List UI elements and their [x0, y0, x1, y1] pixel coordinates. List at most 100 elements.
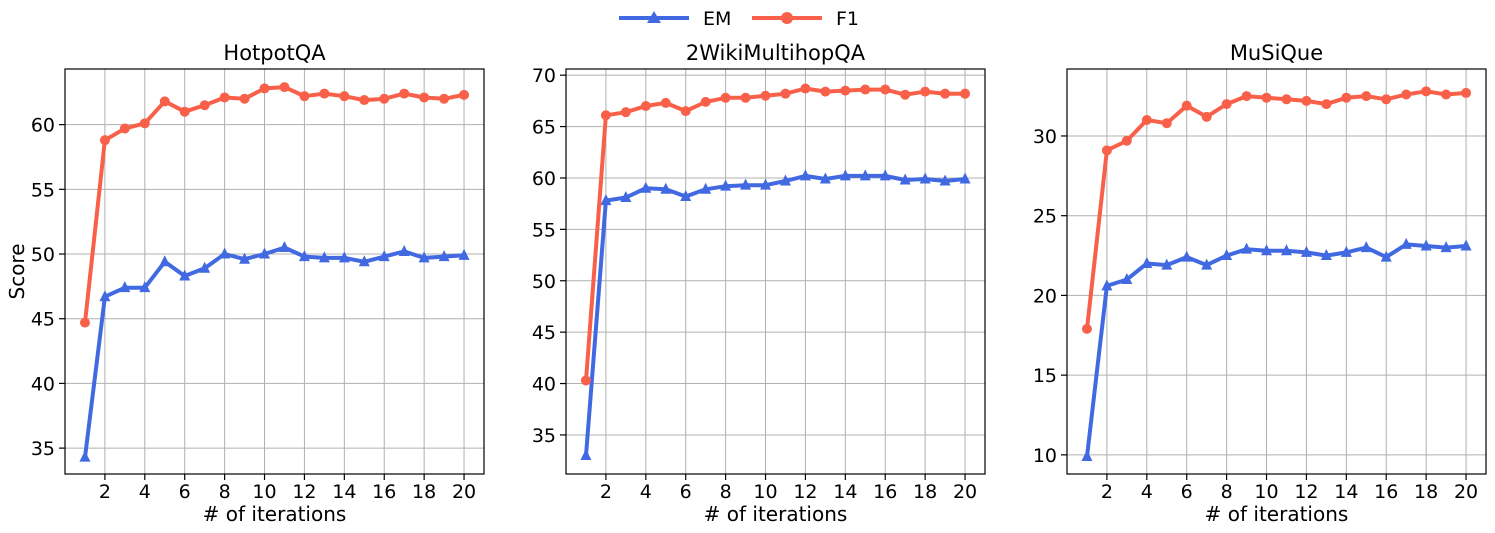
ytick-label-2-1: 15	[1033, 365, 1057, 387]
point-f1-0-4	[159, 96, 170, 107]
point-f1-0-13	[339, 91, 350, 102]
point-f1-0-2	[119, 123, 130, 134]
panel-title-0: HotpotQA	[223, 41, 326, 65]
series-line-em-2	[1085, 242, 1467, 457]
x-axis-label-2: # of iterations	[1205, 502, 1349, 526]
point-em-0-16	[398, 244, 410, 256]
point-em-1-17	[919, 172, 931, 184]
point-em-2-9	[1261, 244, 1273, 256]
xtick-label-1-5: 12	[793, 481, 817, 503]
xtick-label-1-1: 4	[640, 481, 652, 503]
ytick-label-1-1: 40	[532, 374, 556, 396]
ytick-label-0-4: 55	[31, 179, 55, 201]
ytick-label-1-6: 65	[532, 117, 556, 139]
xtick-label-0-0: 2	[99, 481, 111, 503]
point-f1-1-14	[860, 84, 871, 95]
point-em-1-12	[819, 172, 831, 184]
point-em-2-16	[1400, 237, 1412, 249]
point-em-0-1	[99, 290, 111, 302]
panel-0: 2 4 6 8 10 12 14 16 18 20 35 40 45 50 55 60 HotpotQA # of…	[5, 41, 485, 526]
point-f1-1-19	[960, 88, 971, 99]
point-em-1-4	[660, 182, 672, 194]
point-em-0-5	[179, 269, 191, 281]
point-f1-1-8	[740, 92, 751, 103]
point-em-0-19	[458, 248, 470, 260]
ytick-label-0-1: 40	[31, 373, 55, 395]
xtick-label-0-2: 6	[179, 481, 191, 503]
point-f1-0-8	[239, 93, 250, 104]
ytick-label-2-2: 20	[1033, 285, 1057, 307]
point-f1-1-18	[940, 88, 951, 99]
point-f1-0-5	[179, 106, 190, 117]
series-f1-0	[79, 82, 470, 328]
ytick-label-0-3: 50	[31, 244, 55, 266]
ytick-label-1-2: 45	[532, 322, 556, 344]
point-f1-2-11	[1301, 95, 1312, 106]
point-em-2-19	[1460, 239, 1472, 251]
point-f1-1-17	[920, 86, 931, 97]
axes-frame-0	[64, 68, 485, 475]
point-f1-2-12	[1321, 99, 1332, 110]
point-em-0-11	[298, 250, 310, 262]
point-f1-2-7	[1221, 99, 1232, 110]
ytick-label-0-2: 45	[31, 309, 55, 331]
xtick-label-1-9: 20	[953, 481, 977, 503]
series-line-em-1	[584, 173, 966, 456]
point-em-1-15	[879, 169, 891, 181]
point-em-1-8	[740, 178, 752, 190]
ytick-label-1-4: 55	[532, 219, 556, 241]
point-em-2-12	[1320, 249, 1332, 261]
point-f1-1-9	[760, 90, 771, 101]
xtick-label-0-7: 16	[372, 481, 396, 503]
legend-em-marker	[647, 11, 661, 23]
point-f1-0-11	[299, 91, 310, 102]
ytick-label-1-3: 50	[532, 271, 556, 293]
point-em-2-18	[1440, 241, 1452, 253]
xtick-label-0-3: 8	[219, 481, 231, 503]
point-f1-0-6	[199, 100, 210, 111]
point-em-1-10	[779, 174, 791, 186]
point-f1-2-13	[1341, 92, 1352, 103]
point-em-1-13	[839, 169, 851, 181]
point-em-0-4	[159, 255, 171, 267]
point-em-2-4	[1161, 258, 1173, 270]
point-em-0-17	[418, 251, 430, 263]
point-em-1-5	[680, 189, 692, 201]
point-f1-1-3	[640, 101, 651, 112]
series-em-1	[580, 169, 971, 460]
point-em-0-10	[278, 241, 290, 253]
point-em-1-7	[720, 179, 732, 191]
xtick-label-0-9: 20	[452, 481, 476, 503]
point-em-0-12	[318, 251, 330, 263]
xtick-label-1-0: 2	[600, 481, 612, 503]
point-em-2-13	[1340, 245, 1352, 257]
point-f1-0-7	[219, 92, 230, 103]
point-em-2-17	[1420, 239, 1432, 251]
point-f1-2-1	[1101, 145, 1112, 156]
xtick-label-2-9: 20	[1454, 481, 1478, 503]
point-em-2-15	[1380, 250, 1392, 262]
point-em-2-6	[1201, 258, 1213, 270]
ytick-label-2-0: 10	[1033, 445, 1057, 467]
point-em-2-2	[1121, 272, 1133, 284]
series-f1-2	[1081, 86, 1472, 334]
point-em-2-1	[1101, 279, 1113, 291]
xtick-label-0-5: 12	[292, 481, 316, 503]
point-em-0-8	[239, 252, 251, 264]
point-f1-0-14	[359, 95, 370, 106]
panel-2: 2 4 6 8 10 12 14 16 18 20 10 15 20 25 30 MuSiQue # of it…	[1033, 41, 1487, 526]
point-em-2-14	[1360, 241, 1372, 253]
point-f1-2-14	[1361, 91, 1372, 102]
point-f1-2-19	[1461, 87, 1472, 98]
panel-title-1: 2WikiMultihopQA	[686, 41, 866, 65]
point-f1-1-2	[620, 107, 631, 118]
point-f1-2-0	[1081, 323, 1092, 334]
point-em-0-0	[79, 450, 91, 462]
point-em-0-15	[378, 250, 390, 262]
xtick-label-2-5: 12	[1294, 481, 1318, 503]
point-f1-2-2	[1121, 135, 1132, 146]
ytick-label-2-4: 30	[1033, 126, 1057, 148]
point-f1-2-9	[1261, 92, 1272, 103]
point-em-2-0	[1081, 449, 1093, 461]
point-em-2-3	[1141, 257, 1153, 269]
